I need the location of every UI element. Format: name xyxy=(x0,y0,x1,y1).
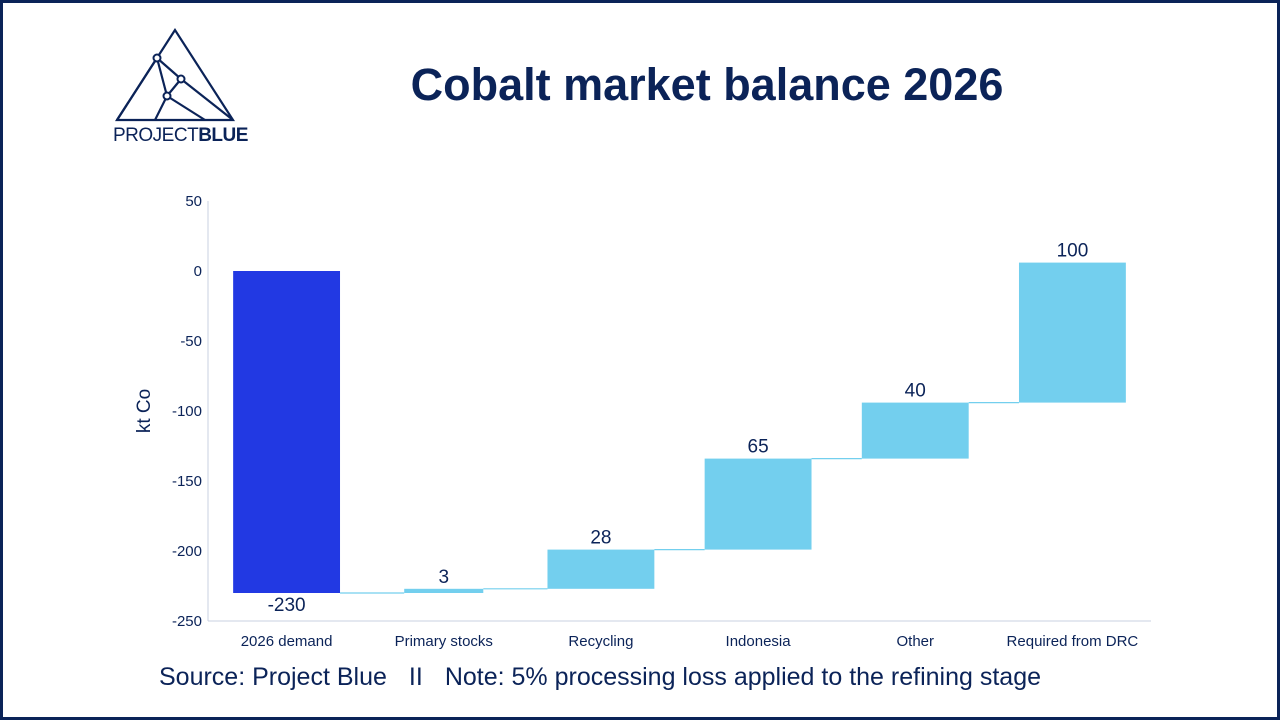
x-tick-label: Primary stocks xyxy=(395,633,493,650)
logo-text-bold: BLUE xyxy=(198,125,248,146)
bar-required-from-drc xyxy=(1018,262,1126,403)
note-text: Note: 5% processing loss applied to the … xyxy=(444,663,1042,691)
data-label: 100 xyxy=(1057,241,1089,262)
x-tick-label: Recycling xyxy=(568,633,633,650)
triangle-network-icon xyxy=(114,27,236,122)
y-axis-title: kt Co xyxy=(134,389,155,433)
x-tick-label: Other xyxy=(896,633,934,650)
y-tick-label: -250 xyxy=(172,613,202,630)
y-tick-label: 50 xyxy=(185,193,202,210)
x-tick-label: 2026 demand xyxy=(241,633,333,650)
project-blue-logo: PROJECTBLUE xyxy=(107,25,248,155)
source-text: Source: Project Blue xyxy=(159,663,387,691)
data-label: 65 xyxy=(748,437,769,458)
footer-source-note: Source: Project Blue II Note: 5% processin… xyxy=(159,663,1159,692)
y-tick-label: -50 xyxy=(180,333,202,350)
y-tick-label: -100 xyxy=(172,403,202,420)
y-tick-label: -200 xyxy=(172,543,202,560)
bar-other xyxy=(861,402,969,459)
y-tick-label: -150 xyxy=(172,473,202,490)
waterfall-chart: 50 0 -50 -100 -150 -200 -250 kt Co -230 2026 dema… xyxy=(134,193,1151,650)
chart-title: Cobalt market balance 2026 xyxy=(410,59,1004,110)
data-label: 3 xyxy=(438,567,449,588)
bar-2026-demand xyxy=(233,271,341,593)
y-tick-label: 0 xyxy=(194,263,202,280)
footer-separator: II xyxy=(408,663,423,691)
bar-indonesia xyxy=(704,458,812,550)
x-tick-label: Indonesia xyxy=(726,633,792,650)
logo-text-light: PROJECT xyxy=(113,125,199,146)
bar-recycling xyxy=(547,549,655,589)
data-label: 28 xyxy=(590,528,611,549)
data-label: 40 xyxy=(905,381,926,402)
bar-primary-stocks xyxy=(404,588,484,593)
logo-wordmark: PROJECTBLUE xyxy=(113,125,248,147)
data-label: -230 xyxy=(268,595,306,616)
x-tick-label: Required from DRC xyxy=(1007,633,1139,650)
